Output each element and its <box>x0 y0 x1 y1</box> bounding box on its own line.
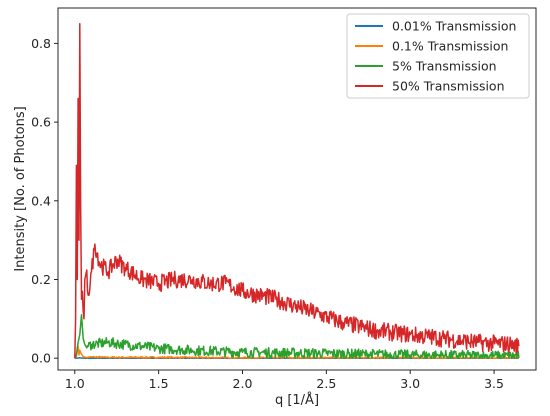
y-axis-label: Intensity [No. of Photons] <box>13 106 28 271</box>
x-axis-label: q [1/Å] <box>275 392 319 408</box>
legend-box <box>346 13 530 99</box>
series-line-2 <box>74 314 520 359</box>
legend-entry-label: 0.01% Transmission <box>392 19 516 34</box>
legend-entry-label: 50% Transmission <box>392 79 505 94</box>
x-tick-label: 3.0 <box>400 376 420 391</box>
y-tick-label: 0.6 <box>31 115 51 130</box>
y-tick-label: 0.8 <box>31 36 51 51</box>
legend-entry-label: 0.1% Transmission <box>392 39 508 54</box>
y-axis: 0.0 0.2 0.4 0.6 0.8 <box>31 36 58 366</box>
y-tick-label: 0.0 <box>31 351 51 366</box>
series-line-3 <box>74 22 520 359</box>
legend-entry-label: 5% Transmission <box>392 59 497 74</box>
series-line-1 <box>74 345 519 359</box>
x-tick-label: 1.5 <box>149 376 169 391</box>
x-axis: 1.0 1.5 2.0 2.5 3.0 3.5 <box>65 370 504 391</box>
y-tick-label: 0.2 <box>31 272 51 287</box>
y-tick-label: 0.4 <box>31 193 51 208</box>
plot-frame <box>57 7 537 371</box>
x-tick-label: 2.5 <box>316 376 336 391</box>
x-tick-label: 3.5 <box>484 376 504 391</box>
plot-lines <box>74 22 520 359</box>
x-tick-label: 1.0 <box>65 376 85 391</box>
x-tick-label: 2.0 <box>233 376 253 391</box>
legend: 0.01% Transmission 0.1% Transmission 5% Tr… <box>346 13 530 99</box>
